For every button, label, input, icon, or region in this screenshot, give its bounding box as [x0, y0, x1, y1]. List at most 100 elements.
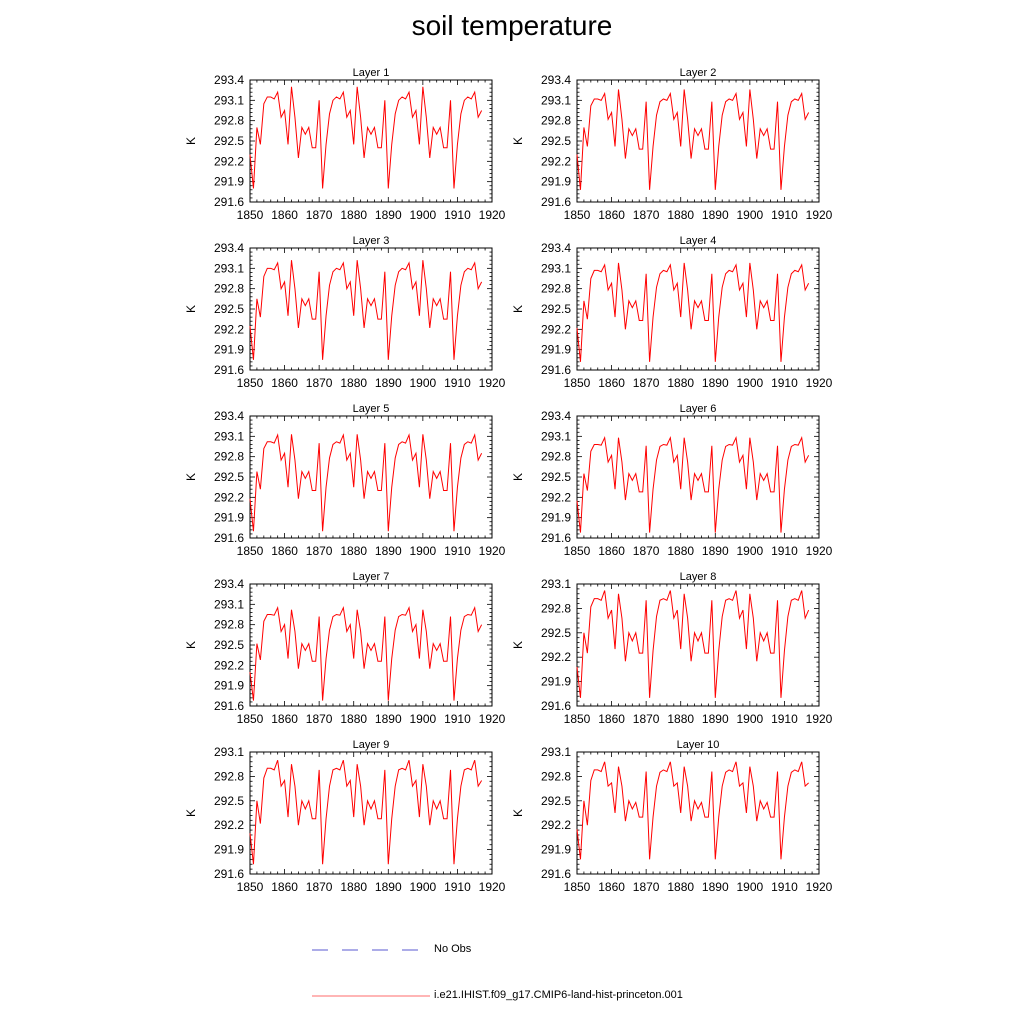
y-tick-label: 292.5 — [214, 134, 244, 148]
x-tick-label: 1870 — [633, 880, 660, 894]
x-tick-label: 1920 — [479, 880, 506, 894]
y-tick-label: 293.1 — [541, 577, 571, 591]
y-tick-label: 291.6 — [214, 867, 244, 881]
x-tick-label: 1850 — [237, 712, 264, 726]
x-tick-label: 1850 — [564, 712, 591, 726]
panel-title: Layer 2 — [680, 67, 717, 79]
chart-panel-9: Layer 9 291.6 291.9 292.2 292.5 292.8 293.1 185… — [184, 739, 506, 894]
y-tick-label: 291.6 — [541, 699, 571, 713]
chart-panel-4: Layer 4 291.6 291.9 292.2 292.5 292.8 293.1 293… — [511, 235, 833, 390]
y-tick-label: 291.9 — [214, 679, 244, 693]
y-tick-label: 291.9 — [541, 175, 571, 189]
y-tick-label: 292.8 — [541, 601, 571, 615]
x-tick-label: 1920 — [479, 376, 506, 390]
x-tick-label: 1860 — [271, 880, 298, 894]
x-tick-label: 1880 — [667, 712, 694, 726]
y-tick-label: 292.5 — [214, 302, 244, 316]
y-tick-label: 292.8 — [214, 618, 244, 632]
x-tick-label: 1880 — [340, 880, 367, 894]
x-tick-label: 1920 — [806, 376, 833, 390]
x-tick-label: 1910 — [444, 880, 471, 894]
y-tick-label: 293.4 — [214, 409, 244, 423]
x-tick-label: 1910 — [444, 208, 471, 222]
series-line — [576, 590, 810, 698]
x-tick-label: 1890 — [702, 712, 729, 726]
x-tick-label: 1850 — [564, 544, 591, 558]
x-tick-label: 1860 — [598, 712, 625, 726]
x-tick-label: 1890 — [375, 376, 402, 390]
y-tick-label: 291.6 — [214, 531, 244, 545]
y-tick-label: 292.5 — [214, 470, 244, 484]
y-tick-label: 292.2 — [214, 322, 244, 336]
y-tick-label: 293.4 — [214, 241, 244, 255]
y-tick-label: 291.6 — [541, 363, 571, 377]
series-line — [249, 86, 483, 189]
panel-title: Layer 3 — [353, 235, 390, 247]
x-tick-label: 1870 — [306, 208, 333, 222]
x-tick-label: 1890 — [375, 208, 402, 222]
y-tick-label: 293.1 — [214, 261, 244, 275]
y-tick-label: 292.8 — [541, 114, 571, 128]
x-tick-label: 1910 — [444, 544, 471, 558]
y-tick-label: 291.6 — [214, 363, 244, 377]
x-tick-label: 1860 — [271, 712, 298, 726]
x-tick-label: 1910 — [771, 208, 798, 222]
series-line — [249, 759, 483, 865]
x-tick-label: 1880 — [340, 376, 367, 390]
x-tick-label: 1900 — [410, 712, 437, 726]
x-tick-label: 1880 — [667, 544, 694, 558]
series-line — [249, 260, 483, 360]
x-tick-label: 1850 — [237, 880, 264, 894]
y-tick-label: 293.1 — [214, 745, 244, 759]
y-tick-label: 291.9 — [541, 675, 571, 689]
plot-frame — [576, 583, 820, 707]
y-tick-label: 293.4 — [214, 577, 244, 591]
plot-frame — [576, 247, 820, 371]
y-axis-label: K — [511, 641, 525, 649]
chart-panel-5: Layer 5 291.6 291.9 292.2 292.5 292.8 293.1 293… — [184, 403, 506, 558]
chart-panel-6: Layer 6 291.6 291.9 292.2 292.5 292.8 293.1 293… — [511, 403, 833, 558]
y-tick-label: 292.2 — [541, 818, 571, 832]
panel-title: Layer 9 — [353, 739, 390, 751]
y-tick-label: 291.9 — [214, 511, 244, 525]
y-tick-label: 292.2 — [214, 818, 244, 832]
y-axis-label: K — [511, 137, 525, 145]
panel-title: Layer 6 — [680, 403, 717, 415]
y-tick-label: 292.5 — [541, 626, 571, 640]
series-line — [576, 761, 809, 860]
y-tick-label: 291.6 — [214, 699, 244, 713]
y-tick-label: 293.4 — [541, 73, 571, 87]
y-tick-label: 292.5 — [541, 302, 571, 316]
x-tick-label: 1900 — [410, 376, 437, 390]
x-tick-label: 1890 — [702, 544, 729, 558]
y-tick-label: 292.8 — [214, 114, 244, 128]
x-tick-label: 1920 — [806, 712, 833, 726]
page-title: soil temperature — [411, 10, 613, 41]
x-tick-label: 1860 — [598, 376, 625, 390]
plot-frame — [576, 751, 820, 875]
chart-panel-3: Layer 3 291.6 291.9 292.2 292.5 292.8 293.1 293… — [184, 235, 506, 390]
y-tick-label: 293.1 — [541, 429, 571, 443]
y-tick-label: 291.9 — [541, 343, 571, 357]
series-line — [576, 89, 810, 190]
legend-label-model: i.e21.IHIST.f09_g17.CMIP6-land-hist-prin… — [434, 989, 683, 1001]
y-tick-label: 292.2 — [541, 322, 571, 336]
plot-frame — [249, 751, 493, 875]
x-tick-label: 1860 — [598, 208, 625, 222]
x-tick-label: 1860 — [598, 880, 625, 894]
y-tick-label: 292.5 — [214, 638, 244, 652]
x-tick-label: 1890 — [702, 208, 729, 222]
x-tick-label: 1880 — [340, 208, 367, 222]
y-axis-label: K — [511, 809, 525, 817]
x-tick-label: 1890 — [702, 376, 729, 390]
x-tick-label: 1920 — [479, 712, 506, 726]
x-tick-label: 1900 — [737, 208, 764, 222]
x-tick-label: 1880 — [667, 376, 694, 390]
y-tick-label: 293.4 — [541, 241, 571, 255]
x-tick-label: 1890 — [375, 544, 402, 558]
y-tick-label: 293.1 — [214, 93, 244, 107]
x-tick-label: 1870 — [633, 712, 660, 726]
x-tick-label: 1860 — [271, 376, 298, 390]
x-tick-label: 1880 — [667, 880, 694, 894]
